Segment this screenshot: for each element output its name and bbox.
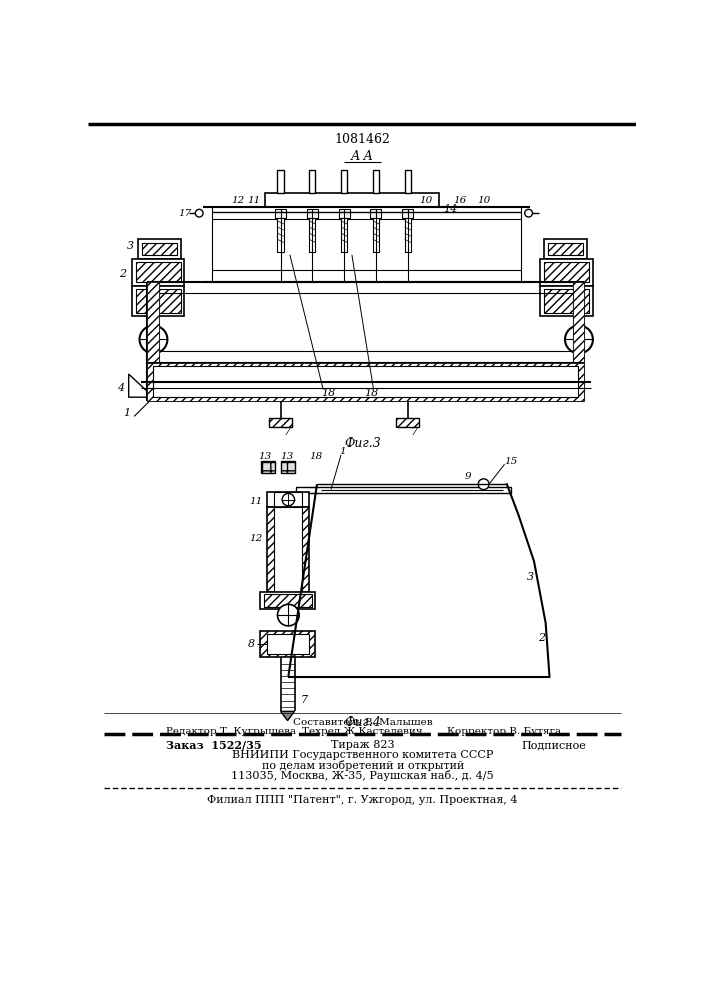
Text: 1081462: 1081462 <box>335 133 391 146</box>
Bar <box>404 170 411 193</box>
Text: 11: 11 <box>249 497 262 506</box>
Bar <box>548 243 583 255</box>
Text: 9: 9 <box>464 472 472 481</box>
Bar <box>404 218 411 252</box>
Circle shape <box>565 326 593 353</box>
Bar <box>265 193 438 207</box>
Bar <box>274 492 301 507</box>
Bar <box>274 507 301 592</box>
Bar <box>396 418 419 427</box>
Bar <box>138 239 180 259</box>
Text: 15: 15 <box>504 457 518 466</box>
Text: 7: 7 <box>300 695 308 705</box>
Bar <box>281 461 295 473</box>
Text: 17: 17 <box>179 209 192 218</box>
Text: 10: 10 <box>419 196 432 205</box>
Circle shape <box>478 479 489 490</box>
Bar <box>402 209 413 218</box>
Bar <box>136 289 180 312</box>
Bar <box>544 262 589 282</box>
Bar <box>373 218 379 252</box>
Text: по делам изобретений и открытий: по делам изобретений и открытий <box>262 760 464 771</box>
Text: ВНИИПИ Государственного комитета СССР: ВНИИПИ Государственного комитета СССР <box>232 750 493 760</box>
Bar <box>132 259 185 286</box>
Bar <box>339 209 349 218</box>
Text: Подписное: Подписное <box>521 740 586 750</box>
Text: 13: 13 <box>280 452 293 461</box>
Text: 2: 2 <box>119 269 126 279</box>
Bar <box>277 218 284 252</box>
Text: Фиг.3: Фиг.3 <box>344 437 381 450</box>
Bar <box>142 243 177 255</box>
Text: Филиал ППП "Патент", г. Ужгород, ул. Проектная, 4: Филиал ППП "Патент", г. Ужгород, ул. Про… <box>207 795 518 805</box>
Bar <box>275 209 286 218</box>
Circle shape <box>525 209 532 217</box>
Text: 7: 7 <box>410 427 417 437</box>
Bar <box>573 282 585 363</box>
Bar <box>341 170 347 193</box>
Text: 14: 14 <box>443 204 457 214</box>
Bar <box>373 170 379 193</box>
Bar <box>267 507 309 592</box>
Circle shape <box>277 604 299 626</box>
Text: 7: 7 <box>284 427 291 437</box>
Text: 3: 3 <box>527 572 534 582</box>
Text: 1: 1 <box>123 408 130 418</box>
Text: 2: 2 <box>538 633 545 643</box>
Text: 16: 16 <box>454 196 467 205</box>
Text: 12: 12 <box>231 196 245 205</box>
Circle shape <box>282 493 295 506</box>
Bar <box>540 259 593 286</box>
Bar <box>153 366 578 397</box>
Text: 13: 13 <box>259 452 271 461</box>
Bar <box>309 170 315 193</box>
Bar <box>136 262 180 282</box>
Bar <box>544 289 589 312</box>
Text: 4: 4 <box>117 383 124 393</box>
Text: Техред Ж.Кастелевич: Техред Ж.Кастелевич <box>303 727 423 736</box>
Text: 12: 12 <box>249 534 262 543</box>
Text: 10: 10 <box>477 196 490 205</box>
Text: А А: А А <box>351 150 374 163</box>
Text: 18: 18 <box>322 388 336 398</box>
Bar <box>147 282 159 363</box>
Bar <box>260 592 315 609</box>
Polygon shape <box>281 711 295 721</box>
Bar <box>261 461 275 473</box>
Bar <box>307 209 317 218</box>
Text: Тираж 823: Тираж 823 <box>331 740 395 750</box>
Text: 113035, Москва, Ж-35, Раушская наб., д. 4/5: 113035, Москва, Ж-35, Раушская наб., д. … <box>231 770 494 781</box>
Text: Редактор Т. Кугрышева: Редактор Т. Кугрышева <box>166 727 296 736</box>
Text: 8: 8 <box>247 639 255 649</box>
Text: 18: 18 <box>309 452 322 461</box>
Circle shape <box>139 326 168 353</box>
Text: Фиг.4: Фиг.4 <box>344 716 381 729</box>
Bar <box>147 363 585 401</box>
Text: 11: 11 <box>247 196 260 205</box>
Text: 3: 3 <box>127 241 134 251</box>
Bar <box>264 594 312 607</box>
Bar <box>544 239 587 259</box>
Bar <box>370 209 381 218</box>
Bar <box>269 418 292 427</box>
Bar <box>296 487 510 493</box>
Text: 18: 18 <box>364 388 378 398</box>
Bar <box>309 218 315 252</box>
Text: 1: 1 <box>339 447 346 456</box>
Bar <box>132 286 185 316</box>
Bar <box>267 634 309 654</box>
Text: Заказ  1522/35: Заказ 1522/35 <box>166 740 262 751</box>
Bar <box>540 286 593 316</box>
Bar <box>277 170 284 193</box>
Bar <box>267 492 309 507</box>
Text: Корректор В. Бутяга: Корректор В. Бутяга <box>447 727 561 736</box>
Circle shape <box>195 209 203 217</box>
Text: Составитель В. Малышев: Составитель В. Малышев <box>293 718 433 727</box>
Bar <box>260 631 315 657</box>
Bar <box>341 218 347 252</box>
